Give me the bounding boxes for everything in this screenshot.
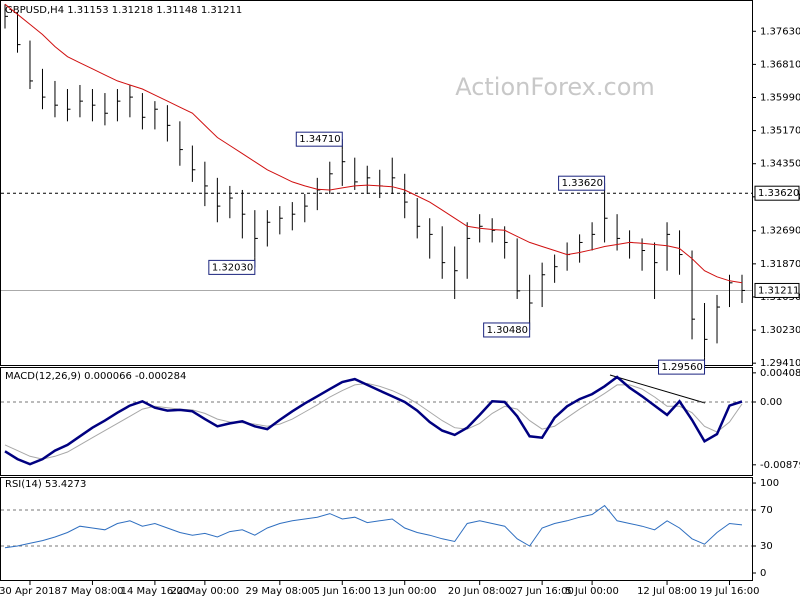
annotation-box: [483, 322, 531, 338]
y-tick-label: -0.008794: [760, 460, 800, 471]
y-tick-label: 1.35990: [760, 92, 800, 103]
line: [4, 504, 743, 549]
x-tick-label: 29 May 08:00: [246, 586, 315, 597]
annotation-label: 1.33620: [562, 178, 603, 189]
x-tick-label: 27 Jun 16:00: [510, 586, 574, 597]
y-tick-label: 0: [760, 568, 766, 579]
x-tick-label: 20 Jun 08:00: [448, 586, 512, 597]
y-tick-label: 1.29410: [760, 358, 800, 369]
x-tick-label: 12 Jul 08:00: [637, 586, 697, 597]
last-price-label: 1.31211: [758, 285, 799, 296]
price-panel-frame: [0, 0, 753, 366]
annotation-label: 1.29560: [662, 362, 703, 373]
macd-panel-frame: [0, 367, 753, 476]
last-price-box: [754, 282, 800, 298]
price-title: GBPUSD,H4 1.31153 1.31218 1.31148 1.3121…: [5, 5, 242, 16]
annotation-label: 1.32030: [212, 262, 253, 273]
rsi-title: RSI(14) 53.4273: [5, 479, 86, 490]
y-tick-label: 1.32690: [760, 226, 800, 237]
x-tick-label: 5 Jul 00:00: [565, 586, 619, 597]
y-tick-label: 1.34350: [760, 159, 800, 170]
y-tick-label: 1.36810: [760, 59, 800, 70]
annotation-box: [558, 175, 606, 191]
y-tick-label: 70: [760, 505, 773, 516]
trend-line: [609, 374, 706, 404]
macd-title: MACD(12,26,9) 0.000066 -0.000284: [5, 371, 186, 382]
watermark: ActionForex.com: [455, 73, 655, 101]
annotation-box: [658, 359, 706, 375]
y-tick-label: 1.30230: [760, 325, 800, 336]
line: [4, 3, 743, 284]
x-tick-label: 7 May 08:00: [61, 586, 123, 597]
annotation-box: [295, 131, 343, 147]
x-tick-label: 5 Jun 16:00: [314, 586, 371, 597]
level-box: [754, 185, 800, 201]
rsi-panel-frame: [0, 477, 753, 581]
line: [4, 375, 743, 466]
x-tick-label: 19 Jul 16:00: [700, 586, 760, 597]
x-tick-label: 13 Jun 00:00: [373, 586, 437, 597]
y-tick-label: 1.37630: [760, 26, 800, 37]
level-label: 1.33620: [758, 188, 799, 199]
line: [4, 382, 743, 460]
y-tick-label: 0.004081: [760, 368, 800, 379]
x-tick-label: 30 Apr 2018: [0, 586, 61, 597]
y-tick-label: 30: [760, 541, 773, 552]
y-tick-label: 1.35170: [760, 126, 800, 137]
y-tick-label: 100: [760, 478, 779, 489]
x-tick-label: 22 May 00:00: [171, 586, 240, 597]
y-tick-label: 0.00: [760, 397, 782, 408]
annotation-label: 1.30480: [487, 325, 528, 336]
x-tick-label: 14 May 16:00: [121, 586, 190, 597]
y-tick-label: 1.31870: [760, 259, 800, 270]
annotation-box: [208, 259, 256, 275]
annotation-label: 1.34710: [299, 134, 340, 145]
